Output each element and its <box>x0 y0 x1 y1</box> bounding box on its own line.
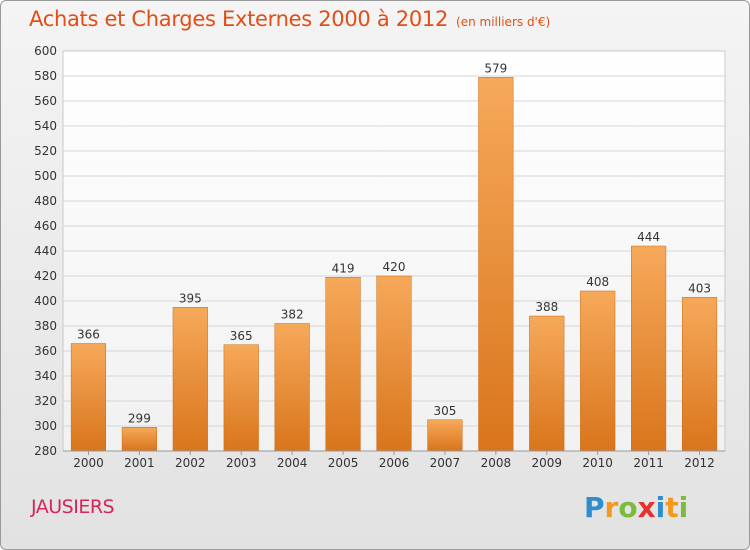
bar-2003 <box>223 344 259 452</box>
bar-2006 <box>376 275 412 452</box>
svg-text:Proxiti: Proxiti <box>584 491 688 524</box>
chart-subtitle: (en milliers d'€) <box>456 15 551 29</box>
x-tick-label: 2004 <box>277 456 308 470</box>
bar-2004 <box>274 323 310 452</box>
bar-2000 <box>70 343 107 452</box>
data-label: 365 <box>230 329 253 343</box>
y-tick-label: 280 <box>34 444 57 458</box>
x-tick-label: 2000 <box>73 456 104 470</box>
x-tick-label: 2005 <box>328 456 359 470</box>
y-tick-label: 300 <box>34 419 57 433</box>
data-label: 403 <box>688 281 711 295</box>
y-tick-label: 600 <box>34 44 57 58</box>
proxiti-logo: Proxiti <box>584 491 688 524</box>
data-label: 579 <box>484 61 507 75</box>
data-label: 419 <box>332 261 355 275</box>
data-label: 299 <box>128 411 151 425</box>
y-tick-label: 400 <box>34 294 57 308</box>
x-axis: 2000 2001 2002 2003 2004 2005 2006 2007 2008 2009… <box>63 450 725 470</box>
bar-2008 <box>478 77 514 452</box>
bar-2002 <box>172 307 208 452</box>
x-tick-label: 2007 <box>430 456 461 470</box>
data-label: 420 <box>383 260 406 274</box>
data-label: 382 <box>281 308 304 322</box>
data-label: 305 <box>433 404 456 418</box>
bar-2009 <box>529 315 565 452</box>
y-tick-label: 460 <box>34 219 57 233</box>
x-tick-label: 2002 <box>175 456 206 470</box>
data-label: 408 <box>586 275 609 289</box>
bar-2007 <box>427 419 463 452</box>
y-tick-label: 500 <box>34 169 57 183</box>
x-tick-label: 2001 <box>124 456 155 470</box>
x-tick-label: 2006 <box>379 456 410 470</box>
data-label: 366 <box>77 328 100 342</box>
y-tick-label: 420 <box>34 269 57 283</box>
chart-title-text: Achats et Charges Externes 2000 à 2012 <box>29 7 449 31</box>
bar-2005 <box>325 277 361 452</box>
x-tick-label: 2009 <box>531 456 562 470</box>
x-tick-label: 2010 <box>582 456 613 470</box>
y-tick-label: 380 <box>34 319 57 333</box>
y-tick-label: 440 <box>34 244 57 258</box>
y-tick-label: 540 <box>34 119 57 133</box>
y-tick-label: 580 <box>34 69 57 83</box>
bars: 366 299 395 365 382 419 420 305 579 388 408 444 403 <box>70 61 718 452</box>
x-tick-label: 2012 <box>684 456 715 470</box>
x-tick-label: 2011 <box>633 456 664 470</box>
bar-2010 <box>580 290 616 452</box>
y-tick-label: 560 <box>34 94 57 108</box>
chart-title: Achats et Charges Externes 2000 à 2012 (e… <box>29 7 550 31</box>
y-axis: 280 300 320 340 360 380 400 420 440 460 480 500 520 5… <box>34 44 57 458</box>
data-label: 444 <box>637 230 660 244</box>
y-tick-label: 360 <box>34 344 57 358</box>
y-tick-label: 340 <box>34 369 57 383</box>
x-tick-label: 2003 <box>226 456 257 470</box>
bar-2001 <box>121 427 157 452</box>
y-tick-label: 520 <box>34 144 57 158</box>
x-tick-label: 2008 <box>481 456 512 470</box>
data-label: 388 <box>535 300 558 314</box>
y-tick-label: 480 <box>34 194 57 208</box>
data-label: 395 <box>179 291 202 305</box>
commune-name: JAUSIERS <box>31 496 115 518</box>
bar-2012 <box>681 297 718 452</box>
bar-2011 <box>631 245 667 452</box>
y-tick-label: 320 <box>34 394 57 408</box>
